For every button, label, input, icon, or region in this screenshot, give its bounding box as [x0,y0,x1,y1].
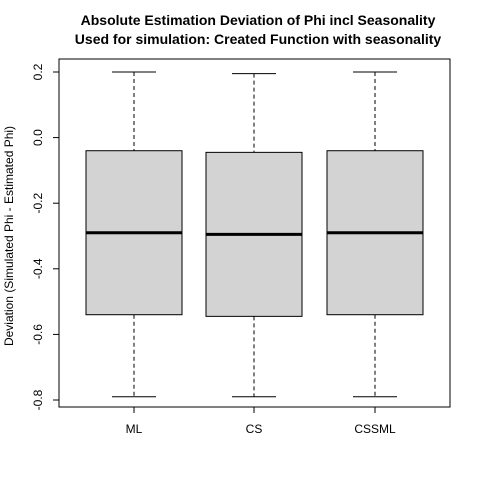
boxes-layer [85,71,424,398]
box-cssml [326,71,424,398]
y-axis-label: Deviation (Simulated Phi - Estimated Phi… [2,126,16,346]
y-tick-label: -0.8 [31,389,45,410]
y-tick-label: -0.6 [31,324,45,345]
x-axis: ML CS CSSML [126,406,396,436]
y-axis: -0.8 -0.6 -0.4 -0.2 0.0 0.2 [31,63,60,410]
x-tick-label-ml: ML [126,422,143,436]
y-tick-label: -0.4 [31,258,45,279]
x-tick-label-cssml: CSSML [354,422,396,436]
y-tick-label: 0.0 [31,129,45,146]
x-tick-label-cs: CS [246,422,263,436]
chart-title: Absolute Estimation Deviation of Phi inc… [81,12,436,28]
y-tick-label: 0.2 [31,63,45,80]
box-ml [85,71,183,398]
y-tick-label: -0.2 [31,193,45,214]
chart-subtitle: Used for simulation: Created Function wi… [75,31,442,47]
box-cs [205,73,303,398]
